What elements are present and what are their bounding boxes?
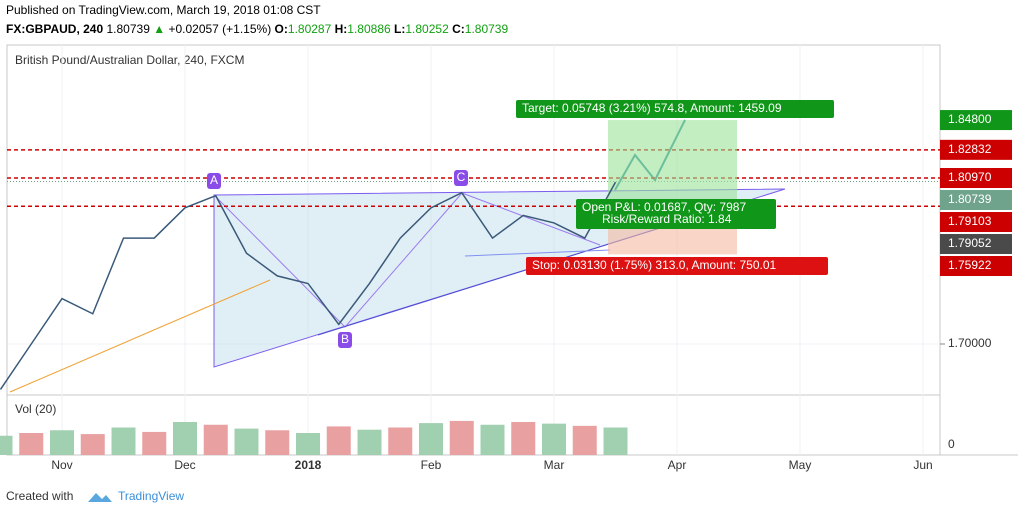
price-line: [0, 181, 617, 390]
trend-line: [9, 279, 271, 393]
price-label: 1.80739: [948, 192, 992, 206]
pnl-text: Open P&L: 0.01687, Qty: 7987: [582, 200, 746, 214]
volume-bar: [388, 427, 413, 455]
volume-bar: [265, 430, 290, 455]
volume-bar: [419, 423, 443, 455]
x-tick-label: Mar: [544, 458, 565, 472]
ohlc-label: H:: [334, 22, 348, 36]
ohlc-value: 1.80886: [347, 22, 391, 36]
published: Published on TradingView.com, March 19, …: [6, 3, 321, 17]
price-label: 1.79052: [948, 236, 992, 250]
change: +0.02057 (+1.15%): [168, 22, 272, 36]
point-label: C: [457, 170, 466, 184]
symbol: FX:GBPAUD, 240: [6, 22, 104, 36]
point-badge: [454, 170, 468, 186]
target-text: Target: 0.05748 (3.21%) 574.8, Amount: 1…: [522, 101, 782, 115]
price-label-bg: [940, 190, 1012, 211]
volume-bar: [296, 433, 320, 455]
ohlc-label: O:: [274, 22, 288, 36]
footer-brand: TradingView: [118, 489, 184, 503]
price-label-bg: [940, 212, 1012, 233]
vol-tick-label: 0: [948, 437, 955, 451]
logo: [88, 493, 112, 502]
price-label: 1.84800: [948, 112, 992, 126]
ohlc: O:1.80287 H:1.80886 L:1.80252 C:1.80739: [275, 22, 509, 36]
ohlc-value: 1.80739: [464, 22, 509, 36]
volume-bar: [357, 429, 382, 455]
y-tick-label: 1.70000: [948, 336, 992, 350]
volume-bar: [203, 424, 228, 455]
volume-bar: [19, 433, 44, 455]
x-tick-label: May: [789, 458, 812, 472]
arrow: ▲: [153, 22, 166, 36]
price-label: 1.80970: [948, 170, 992, 184]
volume-bar: [50, 430, 74, 455]
target-text-bg: [516, 100, 834, 118]
price-label-bg: [940, 168, 1012, 189]
price-label-bg: [940, 234, 1012, 255]
ohlc-label: C:: [452, 22, 465, 36]
volume-bar: [326, 426, 351, 455]
volume-bar: [480, 424, 505, 455]
stop-text: Stop: 0.03130 (1.75%) 313.0, Amount: 750…: [532, 258, 777, 272]
symbol-line: FX:GBPAUD, 240 1.80739 ▲ +0.02057 (+1.15…: [6, 22, 508, 36]
point-label: A: [210, 173, 218, 187]
footer-created: Created with: [6, 489, 73, 503]
volume-label: Vol (20): [15, 402, 56, 416]
rr-text: Risk/Reward Ratio: 1.84: [602, 212, 732, 226]
price-label-bg: [940, 139, 1012, 160]
volume-bar: [603, 427, 628, 455]
volume-bar: [0, 435, 13, 455]
ohlc-value: 1.80252: [405, 22, 449, 36]
price-label: 1.82832: [948, 142, 992, 156]
x-tick-label: Jun: [913, 458, 932, 472]
volume-bar: [572, 425, 597, 455]
chart-title: British Pound/Australian Dollar, 240, FX…: [15, 53, 244, 67]
ohlc-value: 1.80287: [287, 22, 332, 36]
point-badge: [338, 332, 352, 348]
ohlc-label: L:: [394, 22, 406, 36]
point-badge: [207, 173, 221, 189]
price-label: 1.79103: [948, 214, 992, 228]
x-tick-label: 2018: [295, 458, 322, 472]
x-tick-label: Apr: [668, 458, 687, 472]
x-tick-label: Dec: [174, 458, 195, 472]
price: 1.80739: [106, 22, 150, 36]
x-tick-label: Nov: [51, 458, 72, 472]
volume-bar: [449, 420, 474, 455]
pnl-bg: [576, 199, 776, 229]
volume-bar: [511, 422, 536, 455]
price-label-bg: [940, 256, 1012, 277]
range-line: [464, 249, 611, 257]
support-line: [317, 227, 661, 336]
volume-bar: [142, 431, 167, 455]
point-label: B: [341, 332, 349, 346]
abc-pattern: [213, 192, 601, 328]
target-zone: [608, 120, 737, 208]
volume-bar: [542, 423, 566, 455]
stop-text-bg: [526, 257, 828, 275]
price-label-bg: [940, 110, 1012, 131]
x-tick-label: Feb: [421, 458, 442, 472]
volume-bar: [234, 428, 259, 455]
volume-bar: [111, 427, 136, 455]
volume-bar: [80, 434, 105, 455]
volume-bar: [173, 422, 197, 455]
price-label: 1.75922: [948, 258, 992, 272]
